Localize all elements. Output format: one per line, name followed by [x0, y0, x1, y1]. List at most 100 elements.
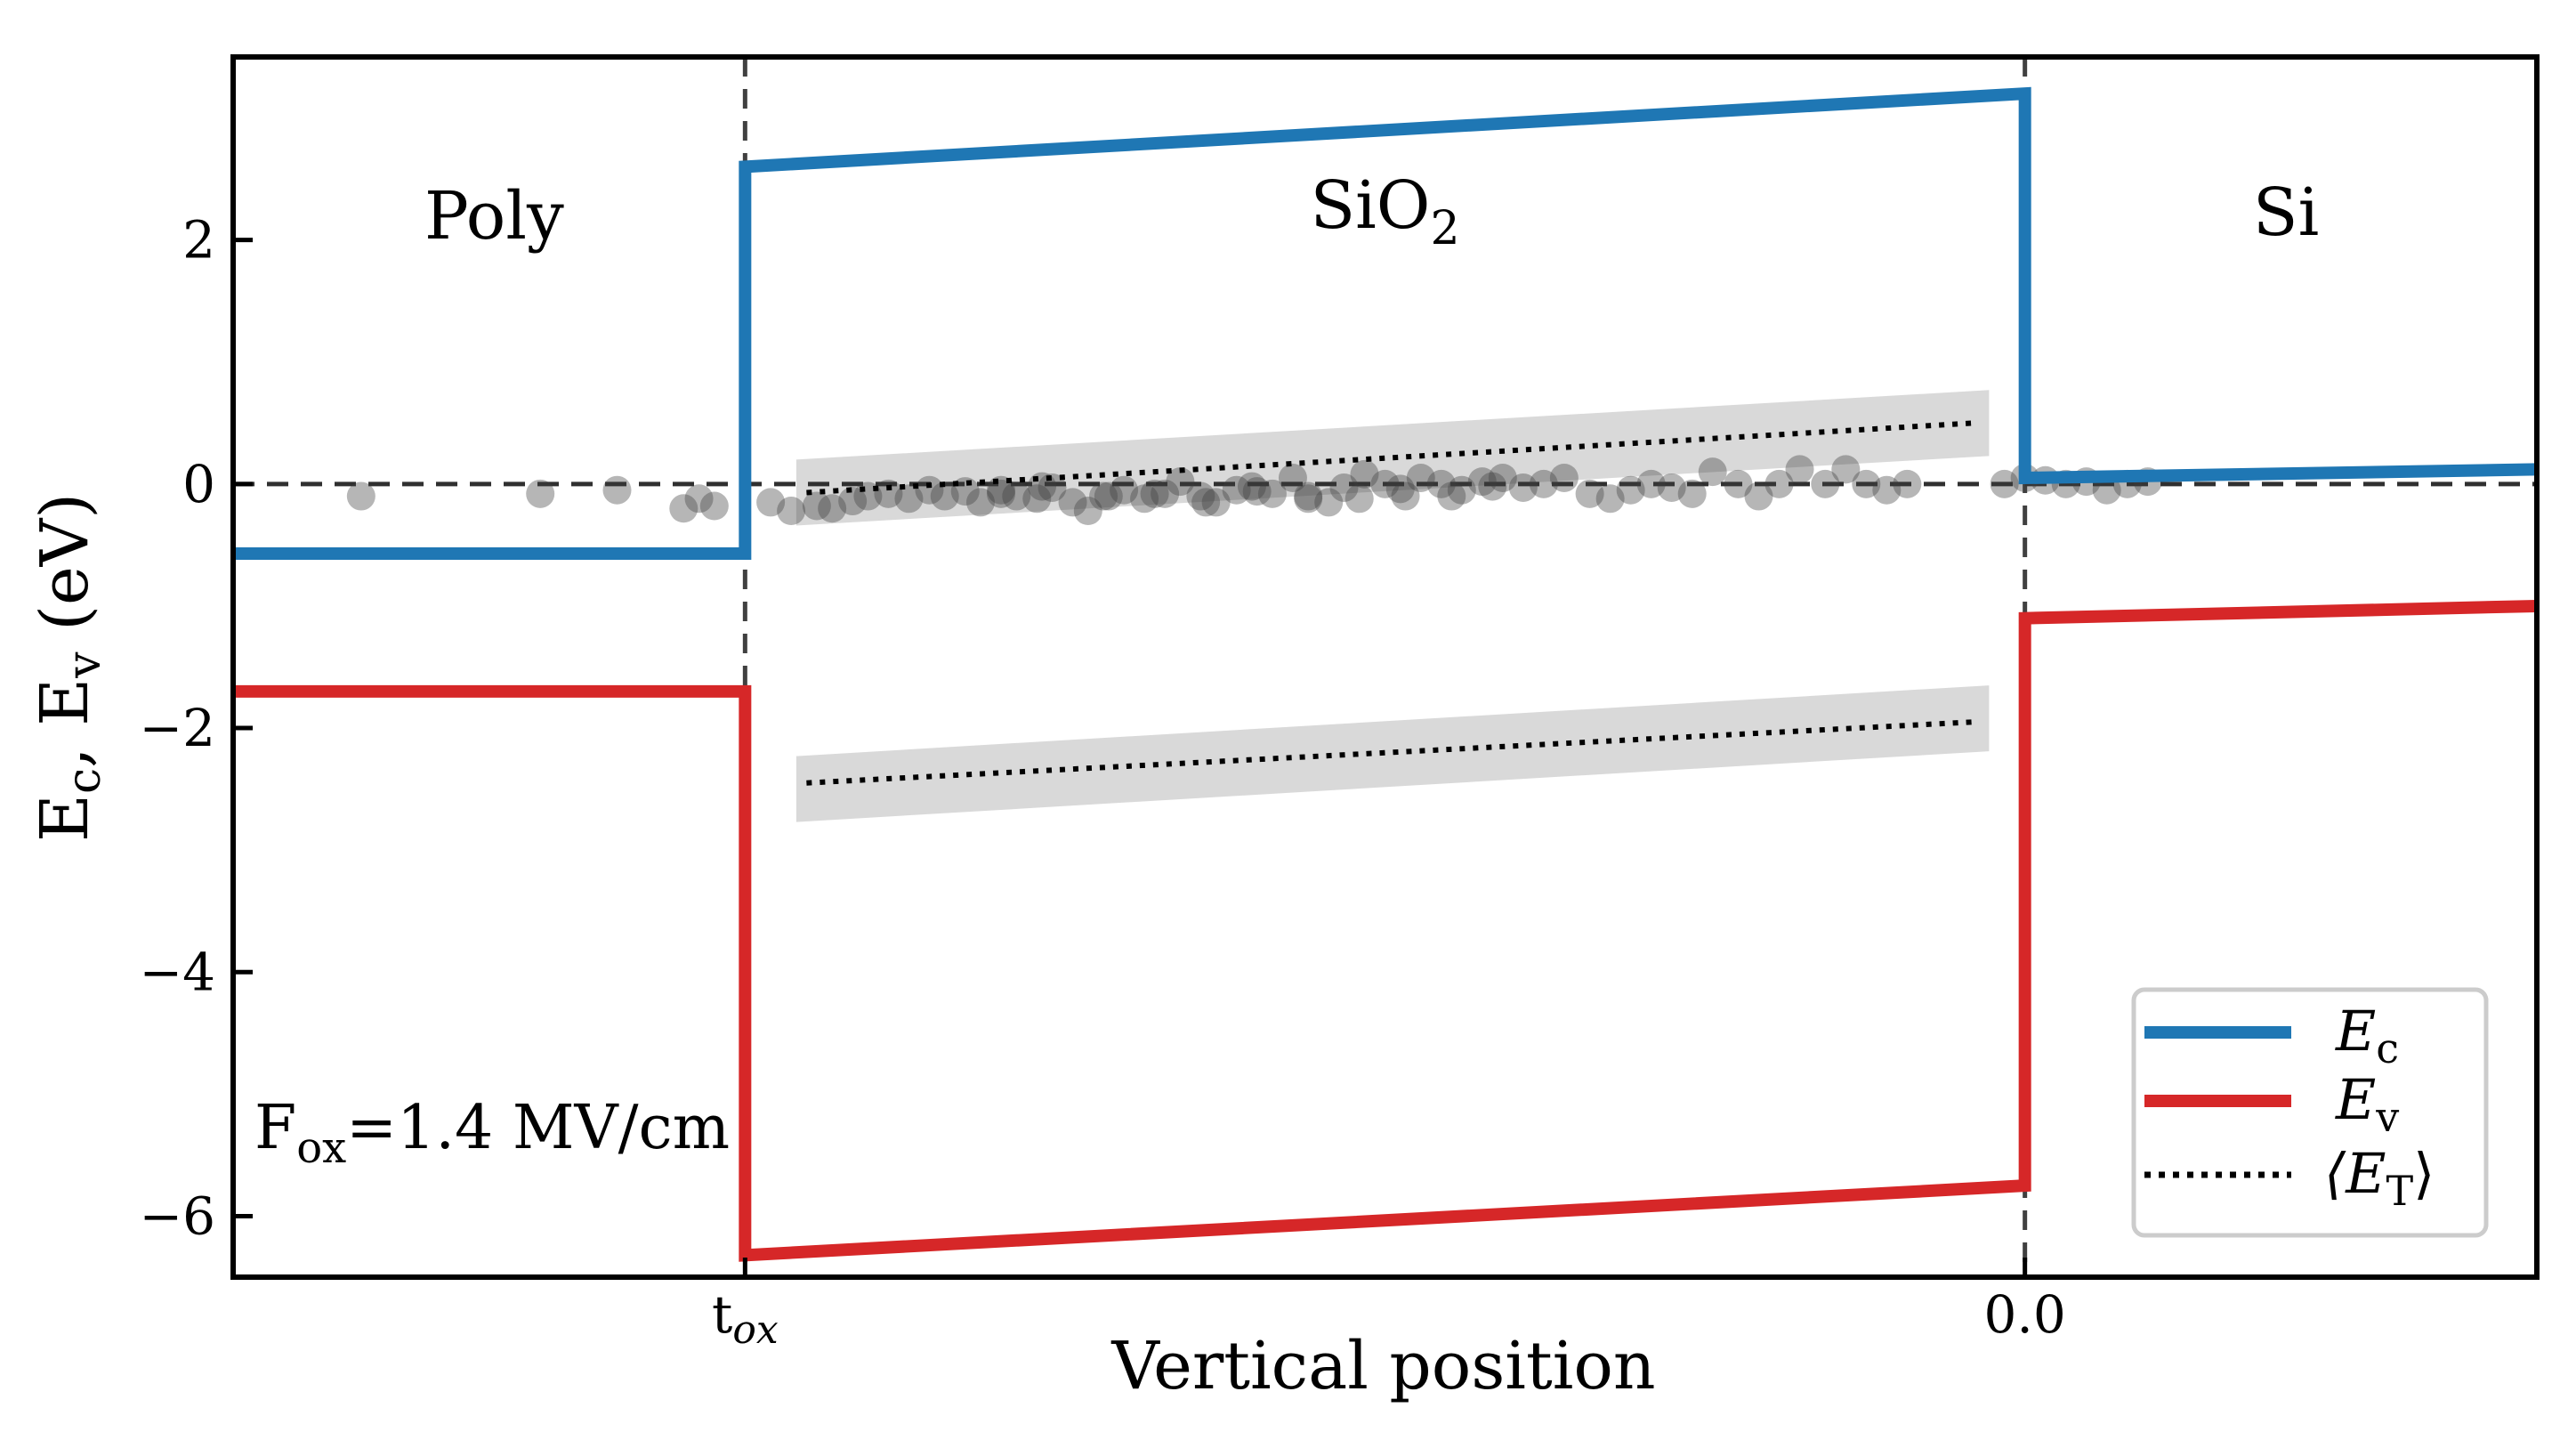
trap-point [838, 487, 868, 516]
x-tick-label: tox [712, 1284, 779, 1353]
series-et-line-0 [806, 420, 1974, 496]
trap-point [1140, 479, 1169, 508]
trap-point [1257, 479, 1287, 508]
trap-point [1426, 469, 1456, 498]
trap-point [1345, 484, 1374, 514]
trap-point [1698, 457, 1727, 487]
trap-point [602, 475, 632, 505]
band-edges [233, 86, 2538, 1262]
trap-point [1385, 474, 1415, 504]
trap-point [526, 479, 555, 508]
trap-point [1508, 473, 1538, 502]
trap-point [1764, 469, 1794, 498]
trap-point [1391, 481, 1420, 511]
trap-point [1595, 484, 1625, 514]
trap-point [1166, 467, 1195, 497]
trap-point [1094, 481, 1123, 511]
trap-point [1724, 469, 1753, 498]
trap-point [1370, 469, 1400, 498]
trap-point [1529, 469, 1558, 498]
trap-point [1852, 469, 1881, 498]
trap-point [1990, 469, 2019, 498]
x-axis-title: Vertical position [1110, 1328, 1655, 1404]
trap-point [1636, 469, 1666, 498]
trap-point [1657, 473, 1686, 502]
series-ec-line [233, 86, 2538, 560]
trap-point [1488, 463, 1517, 492]
trap-point [1893, 469, 1922, 498]
y-axis-title: Ec, Ev (eV) [27, 493, 111, 842]
confidence-bands [795, 390, 1990, 822]
trap-point [1201, 488, 1231, 517]
trap-point [1058, 488, 1087, 517]
trap-point [930, 481, 959, 511]
trap-point [1038, 473, 1067, 502]
region-label-poly: Poly [424, 178, 564, 255]
region-label-si: Si [2253, 174, 2319, 251]
trap-point [1028, 472, 1057, 501]
trap-points [346, 455, 2162, 526]
trap-point [1130, 484, 1159, 514]
trap-point [1278, 463, 1307, 492]
legend: Ec Ev ⟨ET⟩ [2131, 987, 2489, 1238]
trap-point [818, 494, 847, 523]
trap-point [777, 497, 806, 526]
field-annotation: Fox=1.4 MV/cm [254, 1093, 730, 1173]
trap-point [1744, 481, 1773, 511]
y-tick-label: −2 [140, 698, 216, 758]
trap-point [1616, 475, 1645, 505]
y-tick-label: −6 [140, 1185, 216, 1246]
trap-point [1831, 455, 1861, 484]
x-tick-label: 0.0 [1984, 1284, 2066, 1345]
trap-point [1186, 481, 1215, 511]
trap-point [1294, 481, 1323, 511]
trap-point [1447, 475, 1476, 505]
trap-point [1549, 463, 1579, 492]
trap-point [2092, 475, 2121, 505]
trap-point [1242, 477, 1272, 506]
legend-label-et: ⟨ET⟩ [2324, 1141, 2435, 1215]
trap-point [1237, 472, 1266, 501]
legend-label-ec: Ec [2335, 999, 2399, 1072]
trap-point [346, 481, 375, 511]
trap-point [669, 494, 699, 523]
y-tick-label: 0 [182, 454, 215, 514]
trap-point [1222, 475, 1251, 505]
trap-point [1872, 475, 1902, 505]
trap-point [1002, 481, 1031, 511]
y-tick-label: −4 [140, 942, 216, 1002]
trap-point [1437, 481, 1466, 511]
trap-point [1151, 479, 1180, 508]
trap-point [1811, 469, 1840, 498]
shaded-band-1 [795, 685, 1990, 822]
trap-point [915, 475, 944, 505]
series-ev-line [233, 599, 2538, 1262]
trap-point [1406, 463, 1435, 492]
trap-point [684, 484, 714, 514]
y-tick-label: 2 [182, 210, 215, 271]
trap-point [1294, 484, 1323, 514]
trap-point [965, 488, 995, 517]
trap-point [756, 488, 786, 517]
trap-point [802, 491, 831, 521]
trap-point [1022, 484, 1052, 514]
trap-point [699, 491, 729, 521]
trap-point [1314, 488, 1344, 517]
axis-ticks: 2 0 −2 −4 −6 tox 0.0 [140, 210, 2066, 1353]
trap-point [894, 484, 924, 514]
trap-point [1089, 481, 1118, 511]
trap-point [1785, 455, 1814, 484]
trap-point [1329, 473, 1359, 502]
trap-point [1478, 472, 1507, 501]
plot-frame [230, 54, 2540, 1280]
trap-point [987, 479, 1015, 508]
trap-point [1677, 479, 1707, 508]
trap-point [1575, 479, 1604, 508]
legend-label-ev: Ev [2335, 1067, 2399, 1141]
trap-point [1073, 497, 1102, 526]
shaded-band-0 [795, 390, 1990, 526]
trap-point [874, 479, 903, 508]
trap-point [1191, 488, 1221, 517]
trap-point [1467, 467, 1497, 497]
